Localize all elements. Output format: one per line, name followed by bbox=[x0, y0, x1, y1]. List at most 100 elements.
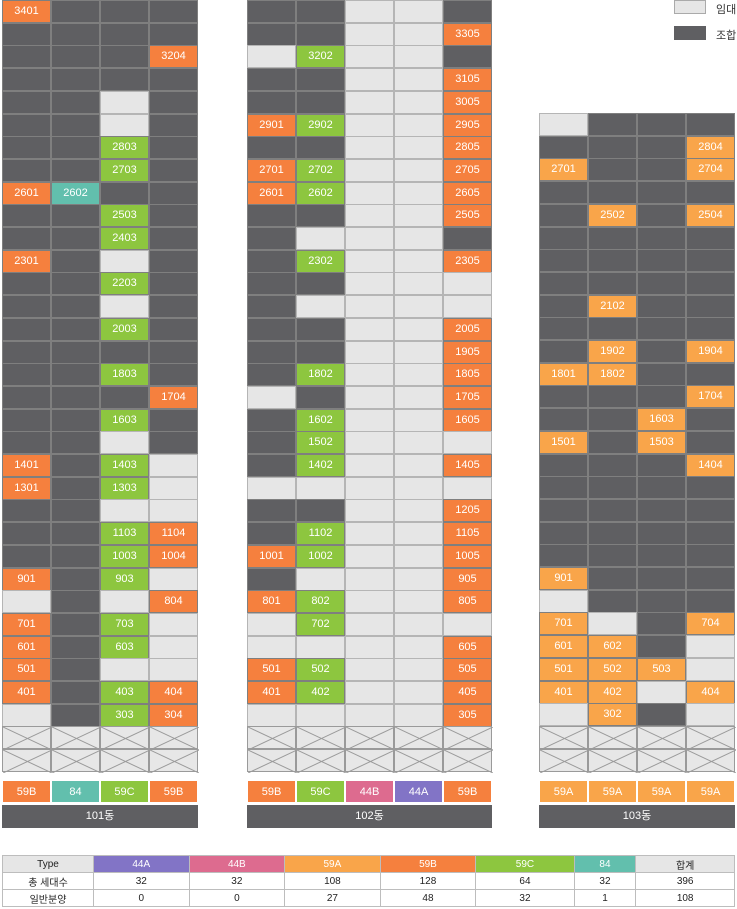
union-unit-cell bbox=[2, 522, 51, 546]
rental-unit-cell bbox=[345, 522, 394, 546]
pilotis-cross-icon bbox=[297, 750, 346, 774]
union-unit-cell bbox=[100, 385, 149, 409]
unit-cell: 503 bbox=[637, 657, 686, 681]
union-unit-cell bbox=[539, 226, 588, 250]
rental-unit-cell bbox=[394, 567, 443, 591]
rental-unit-cell bbox=[296, 635, 345, 659]
union-unit-cell bbox=[247, 295, 296, 319]
legend-label-rental: 임대 bbox=[716, 4, 737, 16]
pilotis-cross-icon bbox=[3, 750, 52, 774]
union-unit-cell bbox=[686, 567, 735, 590]
unit-cell: 2005 bbox=[443, 317, 492, 341]
rental-unit-cell bbox=[443, 476, 492, 500]
union-unit-cell bbox=[588, 521, 637, 545]
unit-cell: 701 bbox=[2, 612, 51, 636]
unit-cell: 1805 bbox=[443, 363, 492, 387]
pilotis-cell bbox=[2, 749, 52, 774]
union-unit-cell bbox=[247, 204, 296, 228]
union-unit-cell bbox=[637, 498, 686, 522]
union-unit-cell bbox=[247, 0, 296, 23]
union-unit-cell bbox=[149, 113, 198, 137]
rental-unit-cell bbox=[443, 431, 492, 455]
union-unit-cell bbox=[686, 113, 735, 136]
pilotis-cell bbox=[637, 748, 687, 773]
union-unit-cell bbox=[247, 522, 296, 546]
unit-cell: 2701 bbox=[247, 158, 296, 182]
rental-unit-cell bbox=[394, 181, 443, 205]
rental-unit-cell bbox=[443, 295, 492, 319]
rental-unit-cell bbox=[345, 590, 394, 614]
rental-unit-cell bbox=[345, 0, 394, 23]
rental-unit-cell bbox=[345, 431, 394, 455]
union-unit-cell bbox=[51, 227, 100, 250]
summary-value-cell: 1 bbox=[573, 889, 637, 907]
unit-cell: 1402 bbox=[296, 454, 345, 477]
rental-unit-cell bbox=[394, 590, 443, 614]
union-unit-cell bbox=[686, 271, 735, 295]
unit-cell: 1404 bbox=[686, 453, 735, 477]
pilotis-cell bbox=[2, 726, 52, 751]
rental-unit-cell bbox=[686, 703, 735, 727]
unit-type-label: 59B bbox=[2, 780, 51, 803]
pilotis-cell bbox=[588, 725, 638, 750]
union-unit-cell bbox=[686, 249, 735, 273]
unit-cell: 403 bbox=[100, 681, 149, 704]
union-unit-cell bbox=[588, 249, 637, 273]
unit-cell: 501 bbox=[539, 657, 588, 681]
union-unit-cell bbox=[149, 431, 198, 455]
rental-unit-cell bbox=[394, 227, 443, 250]
unit-cell: 2902 bbox=[296, 113, 345, 137]
unit-cell: 2703 bbox=[100, 158, 149, 182]
union-unit-cell bbox=[588, 567, 637, 590]
union-unit-cell bbox=[637, 567, 686, 590]
union-unit-cell bbox=[51, 544, 100, 568]
unit-cell: 404 bbox=[686, 680, 735, 704]
pilotis-cell bbox=[686, 725, 736, 750]
unit-cell: 1704 bbox=[149, 385, 198, 409]
rental-unit-cell bbox=[345, 204, 394, 228]
summary-value-cell: 108 bbox=[284, 872, 381, 890]
unit-cell: 2203 bbox=[100, 272, 149, 296]
union-unit-cell bbox=[588, 181, 637, 205]
union-unit-cell bbox=[2, 113, 51, 137]
unit-cell: 1303 bbox=[100, 476, 149, 500]
union-unit-cell bbox=[2, 68, 51, 92]
rental-unit-cell bbox=[394, 612, 443, 636]
unit-type-label: 84 bbox=[51, 780, 100, 803]
union-unit-cell bbox=[539, 385, 588, 409]
summary-header-cell: 59B bbox=[379, 855, 477, 873]
union-unit-cell bbox=[51, 681, 100, 704]
union-unit-cell bbox=[296, 90, 345, 114]
pilotis-cross-icon bbox=[540, 726, 589, 750]
summary-header-cell: 44B bbox=[188, 855, 286, 873]
unit-cell: 2505 bbox=[443, 204, 492, 228]
unit-cell: 3202 bbox=[296, 45, 345, 69]
rental-unit-cell bbox=[345, 612, 394, 636]
union-unit-cell bbox=[2, 158, 51, 182]
unit-cell: 502 bbox=[296, 658, 345, 682]
union-unit-cell bbox=[637, 635, 686, 659]
unit-cell: 901 bbox=[539, 567, 588, 590]
union-unit-cell bbox=[51, 590, 100, 614]
pilotis-cross-icon bbox=[52, 750, 101, 774]
union-unit-cell bbox=[588, 544, 637, 568]
rental-unit-cell bbox=[100, 431, 149, 455]
rental-unit-cell bbox=[345, 499, 394, 523]
summary-value-cell: 396 bbox=[635, 872, 735, 890]
union-unit-cell bbox=[247, 567, 296, 591]
unit-cell: 1801 bbox=[539, 362, 588, 386]
union-unit-cell bbox=[637, 249, 686, 273]
summary-header-cell: 59C bbox=[475, 855, 575, 873]
rental-unit-cell bbox=[345, 544, 394, 568]
union-unit-cell bbox=[100, 0, 149, 23]
union-unit-cell bbox=[2, 136, 51, 160]
union-unit-cell bbox=[637, 294, 686, 318]
rental-unit-cell bbox=[345, 272, 394, 296]
union-unit-cell bbox=[637, 158, 686, 182]
unit-cell: 1704 bbox=[686, 385, 735, 409]
unit-cell: 404 bbox=[149, 681, 198, 704]
rental-unit-cell bbox=[345, 136, 394, 160]
rental-unit-cell bbox=[394, 681, 443, 704]
union-unit-cell bbox=[247, 317, 296, 341]
union-unit-cell bbox=[637, 317, 686, 341]
